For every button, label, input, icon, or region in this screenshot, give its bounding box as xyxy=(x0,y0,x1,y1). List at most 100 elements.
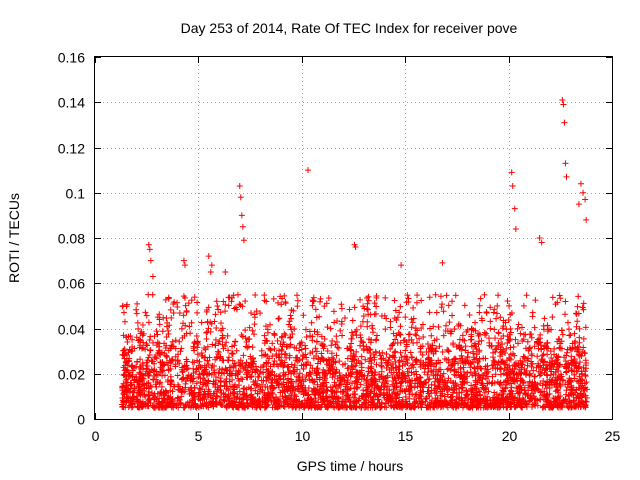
data-point xyxy=(453,372,460,379)
data-point xyxy=(444,346,451,353)
data-point xyxy=(391,354,398,361)
data-point xyxy=(411,396,418,403)
y-tick-label: 0.14 xyxy=(58,95,85,111)
data-point xyxy=(249,393,256,400)
data-point xyxy=(214,302,221,309)
data-point xyxy=(334,399,341,406)
data-point xyxy=(360,312,367,319)
data-point xyxy=(191,384,198,391)
data-point xyxy=(507,336,514,343)
data-point xyxy=(317,295,324,302)
data-point xyxy=(342,404,349,411)
data-point xyxy=(137,356,144,363)
data-point xyxy=(236,182,243,189)
data-point xyxy=(536,372,543,379)
data-point xyxy=(169,357,176,364)
data-point xyxy=(449,403,456,410)
data-point xyxy=(201,377,208,384)
data-point xyxy=(252,387,259,394)
data-point xyxy=(145,241,152,248)
data-point xyxy=(407,349,414,356)
data-point xyxy=(247,392,254,399)
data-point xyxy=(314,404,321,411)
data-point xyxy=(363,376,370,383)
data-point xyxy=(439,259,446,266)
data-point xyxy=(514,390,521,397)
data-point xyxy=(268,379,275,386)
data-point xyxy=(324,404,331,411)
data-point xyxy=(531,386,538,393)
data-point xyxy=(387,345,394,352)
data-point xyxy=(232,304,239,311)
data-point xyxy=(176,309,183,316)
data-point xyxy=(351,304,358,311)
data-point xyxy=(124,338,131,345)
data-point xyxy=(247,385,254,392)
data-point xyxy=(406,365,413,372)
data-point xyxy=(419,343,426,350)
data-point xyxy=(183,307,190,314)
data-point xyxy=(300,365,307,372)
data-point xyxy=(218,320,225,327)
data-point xyxy=(494,396,501,403)
data-point xyxy=(413,299,420,306)
data-point xyxy=(291,368,298,375)
data-point xyxy=(412,331,419,338)
data-point xyxy=(482,355,489,362)
data-point xyxy=(517,403,524,410)
data-point xyxy=(164,319,171,326)
data-point xyxy=(265,359,272,366)
data-point xyxy=(233,347,240,354)
data-point xyxy=(160,389,167,396)
data-point xyxy=(386,398,393,405)
data-point xyxy=(334,318,341,325)
data-point xyxy=(578,376,585,383)
data-point xyxy=(508,384,515,391)
data-point xyxy=(495,343,502,350)
data-point xyxy=(246,324,253,331)
data-point xyxy=(309,337,316,344)
data-point xyxy=(329,388,336,395)
data-point xyxy=(222,268,229,275)
data-point xyxy=(260,369,267,376)
data-point xyxy=(354,379,361,386)
data-point xyxy=(453,383,460,390)
data-point xyxy=(396,309,403,316)
data-point xyxy=(338,320,345,327)
data-point xyxy=(124,301,131,308)
data-point xyxy=(306,369,313,376)
data-point xyxy=(223,367,230,374)
data-point xyxy=(185,300,192,307)
data-point xyxy=(369,325,376,332)
data-point xyxy=(168,377,175,384)
data-point xyxy=(357,381,364,388)
data-point xyxy=(344,365,351,372)
data-point xyxy=(231,388,238,395)
data-point xyxy=(179,389,186,396)
x-tick-label: 15 xyxy=(398,428,414,444)
data-point xyxy=(382,326,389,333)
data-point xyxy=(548,362,555,369)
data-point xyxy=(367,365,374,372)
data-point xyxy=(360,303,367,310)
data-point xyxy=(448,362,455,369)
data-point xyxy=(262,383,269,390)
data-point xyxy=(580,385,587,392)
data-point xyxy=(575,343,582,350)
data-point xyxy=(518,324,525,331)
data-point xyxy=(528,363,535,370)
data-point xyxy=(211,362,218,369)
data-point xyxy=(412,357,419,364)
data-point xyxy=(156,340,163,347)
data-point xyxy=(406,382,413,389)
data-point xyxy=(319,342,326,349)
data-point xyxy=(432,291,439,298)
data-point xyxy=(469,395,476,402)
data-point xyxy=(440,370,447,377)
data-point xyxy=(565,326,572,333)
data-point xyxy=(279,388,286,395)
data-point xyxy=(137,365,144,372)
data-point xyxy=(254,367,261,374)
data-point xyxy=(340,398,347,405)
data-point xyxy=(261,332,268,339)
